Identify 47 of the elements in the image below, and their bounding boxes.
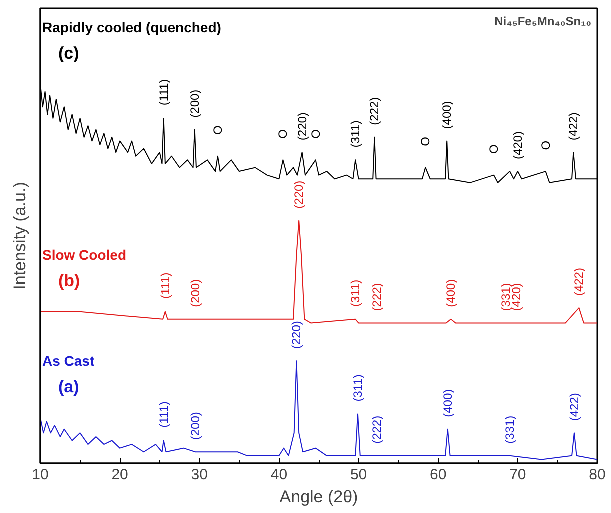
x-tick-label: 50 <box>350 466 368 484</box>
annotation: (b) <box>58 271 80 290</box>
x-tick-label: 70 <box>510 466 526 484</box>
annotation: (400) <box>444 279 458 308</box>
annotation: O <box>308 129 323 139</box>
annotation: (220) <box>292 180 306 209</box>
annotation: (400) <box>440 101 454 130</box>
annotation: O <box>418 137 433 146</box>
annotation: (111) <box>158 272 172 299</box>
x-axis-title: Angle (2θ) <box>280 488 358 506</box>
annotation: (331) <box>498 283 513 312</box>
annotation: (311) <box>348 120 363 148</box>
annotation: (111) <box>156 79 171 106</box>
annotation: (200) <box>188 279 203 308</box>
y-axis-title: Intensity (a.u.) <box>10 182 30 290</box>
annotation: (311) <box>350 374 365 402</box>
annotation: O <box>276 129 290 139</box>
annotation: (422) <box>572 268 586 296</box>
x-tick-label: 60 <box>430 466 447 484</box>
x-tick-label: 80 <box>589 466 606 484</box>
text: Slow Cooled <box>42 246 126 263</box>
annotation: (200) <box>188 412 203 440</box>
annotation: (422) <box>567 393 582 422</box>
annotation: O <box>487 144 502 154</box>
annotation: (a) <box>58 378 80 397</box>
annotation: (422) <box>566 112 581 141</box>
annotation: (400) <box>440 389 455 418</box>
x-tick-label: 40 <box>270 466 288 484</box>
annotation: (111) <box>156 402 171 428</box>
annotation: (220) <box>295 112 310 141</box>
annotation: (200) <box>188 90 202 118</box>
annotation: (420) <box>510 132 525 160</box>
x-tick-label: 20 <box>112 466 128 484</box>
text: (c) <box>58 44 80 63</box>
x-tick-label: 30 <box>191 466 208 484</box>
annotation: (222) <box>368 97 382 126</box>
annotation: O <box>538 140 553 150</box>
x-tick-label: 10 <box>32 466 49 484</box>
annotation: (222) <box>370 283 384 312</box>
text: Ni₄₅Fe₅Mn₄₀Sn₁₀ <box>494 14 592 28</box>
annotation: (311) <box>348 280 363 307</box>
text: As Cast <box>42 353 95 370</box>
annotation: (220) <box>290 321 304 350</box>
annotation: (222) <box>370 416 384 444</box>
annotation: O <box>210 126 225 136</box>
annotation: (331) <box>502 416 517 444</box>
text: Rapidly cooled (quenched) <box>42 19 222 36</box>
